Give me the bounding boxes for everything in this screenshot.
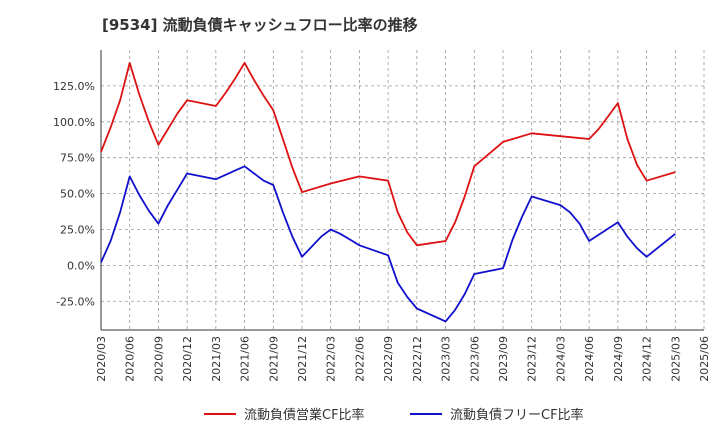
y-tick-label: 0.0% xyxy=(67,259,95,272)
x-tick-label: 2024/12 xyxy=(641,336,654,382)
x-tick-label: 2022/03 xyxy=(325,336,338,382)
x-tick-label: 2023/06 xyxy=(468,336,481,382)
y-tick-label: 100.0% xyxy=(53,116,95,129)
x-tick-label: 2022/09 xyxy=(382,336,395,382)
x-tick-label: 2023/03 xyxy=(440,336,453,382)
legend-label-1: 流動負債営業CF比率 xyxy=(244,407,365,423)
y-tick-label: 125.0% xyxy=(53,80,95,93)
x-tick-label: 2021/09 xyxy=(267,336,280,382)
x-tick-label: 2024/09 xyxy=(612,336,625,382)
series-line-1 xyxy=(100,62,676,247)
plot-area xyxy=(101,50,704,330)
series-line-2 xyxy=(100,165,676,323)
x-tick-label: 2020/03 xyxy=(95,336,108,382)
x-tick-label: 2024/06 xyxy=(583,336,596,382)
y-tick-label: -25.0% xyxy=(56,295,95,308)
x-tick-label: 2021/12 xyxy=(296,336,309,382)
x-tick-label: 2023/09 xyxy=(497,336,510,382)
legend-label-2: 流動負債フリーCF比率 xyxy=(450,407,584,423)
y-tick-label: 25.0% xyxy=(60,223,95,236)
x-tick-label: 2021/03 xyxy=(210,336,223,382)
x-tick-label: 2023/12 xyxy=(526,336,539,382)
x-tick-label: 2024/03 xyxy=(554,336,567,382)
x-tick-label: 2021/06 xyxy=(239,336,252,382)
y-tick-label: 75.0% xyxy=(60,152,95,165)
y-tick-label: 50.0% xyxy=(60,188,95,201)
x-tick-label: 2020/12 xyxy=(181,336,194,382)
x-tick-label: 2025/03 xyxy=(669,336,682,382)
x-tick-label: 2020/09 xyxy=(152,336,165,382)
x-tick-label: 2025/06 xyxy=(698,336,711,382)
x-tick-label: 2020/06 xyxy=(124,336,137,382)
x-tick-label: 2022/06 xyxy=(353,336,366,382)
x-tick-label: 2022/12 xyxy=(411,336,424,382)
chart-title: [9534] 流動負債キャッシュフロー比率の推移 xyxy=(102,16,418,34)
